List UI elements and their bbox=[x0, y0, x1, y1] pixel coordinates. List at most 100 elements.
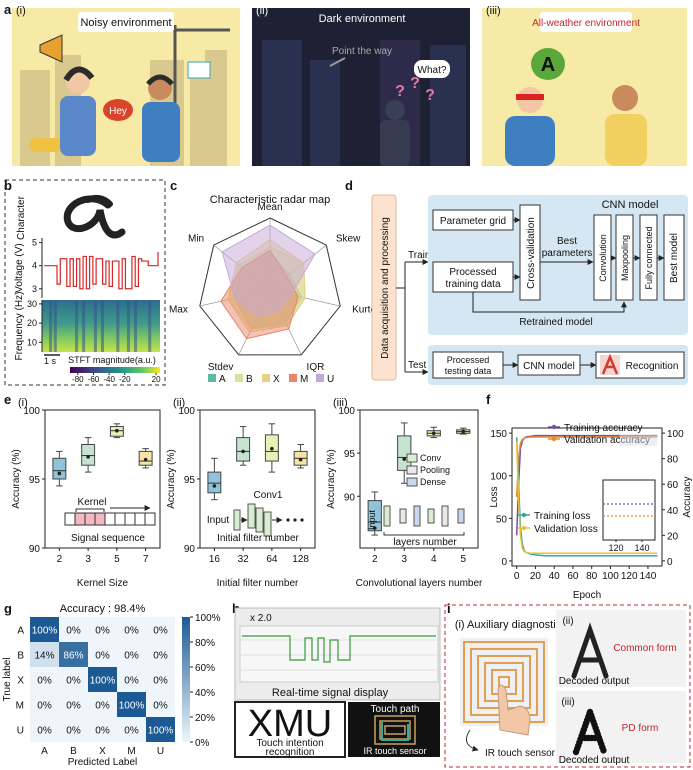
x-tick-label: A bbox=[41, 746, 48, 757]
cell bbox=[88, 667, 117, 692]
cell-label: 86% bbox=[63, 651, 83, 662]
y2-tick-label: 80 bbox=[667, 455, 679, 466]
hair bbox=[63, 66, 95, 82]
panel-label: g bbox=[4, 601, 12, 616]
colorbar bbox=[182, 617, 190, 742]
mean bbox=[270, 446, 274, 451]
cell-label: 0% bbox=[124, 651, 139, 662]
cell bbox=[117, 717, 146, 742]
label: Best model bbox=[669, 233, 680, 283]
panel-label: i bbox=[447, 601, 451, 616]
x-tick-label: 60 bbox=[567, 571, 579, 582]
label: Point the way bbox=[332, 46, 392, 57]
label: Test bbox=[408, 360, 427, 371]
x-tick-label: 7 bbox=[143, 554, 149, 565]
axis-label: Skew bbox=[336, 233, 361, 244]
cell-label: 0% bbox=[95, 651, 110, 662]
cell-label: 0% bbox=[124, 726, 139, 737]
label: Frequency (Hz) bbox=[14, 292, 25, 361]
legend-label: X bbox=[273, 374, 280, 385]
x-tick-label: 2 bbox=[372, 554, 378, 565]
label: (ii) bbox=[173, 397, 185, 409]
icon-letter bbox=[601, 353, 619, 375]
body bbox=[380, 120, 410, 166]
x-tick-label: 3 bbox=[85, 554, 91, 565]
cell bbox=[134, 512, 146, 526]
frame bbox=[444, 604, 691, 768]
label: Input bbox=[207, 515, 229, 526]
voltage-trace bbox=[44, 251, 159, 290]
car bbox=[30, 138, 68, 152]
cell bbox=[88, 642, 117, 667]
label: layers number bbox=[393, 537, 457, 548]
label: XMU bbox=[248, 703, 332, 745]
pointer bbox=[329, 57, 346, 67]
glyph bbox=[63, 195, 126, 239]
layer bbox=[247, 503, 256, 529]
y-tick-label: 100 bbox=[178, 406, 195, 417]
label: Noisy environment bbox=[80, 17, 171, 29]
y-axis-label: Accuracy (%) bbox=[11, 449, 22, 508]
y-tick-label: A bbox=[17, 626, 24, 637]
label: Character bbox=[16, 195, 27, 240]
cell bbox=[30, 667, 59, 692]
layer bbox=[255, 507, 264, 533]
y-tick-label: 4 bbox=[32, 261, 37, 271]
cell-label: 0% bbox=[95, 626, 110, 637]
cell-label: 0% bbox=[66, 626, 81, 637]
cell bbox=[74, 512, 86, 526]
label: Common form bbox=[613, 643, 676, 654]
cell bbox=[117, 667, 146, 692]
mean bbox=[372, 526, 377, 530]
cell-label: 0% bbox=[37, 726, 52, 737]
cell-label: 0% bbox=[37, 701, 52, 712]
mean bbox=[115, 428, 119, 433]
frame bbox=[4, 179, 166, 386]
label: Dark environment bbox=[319, 13, 406, 25]
y-tick-label: B bbox=[17, 651, 24, 662]
label: Voltage (V) bbox=[14, 243, 25, 292]
panel-box bbox=[234, 701, 346, 758]
label: What? bbox=[418, 65, 447, 76]
cell-label: 0% bbox=[95, 726, 110, 737]
label: Best bbox=[557, 236, 577, 247]
label: Recognition bbox=[626, 361, 679, 372]
y-tick-label: X bbox=[17, 676, 24, 687]
label: Data acquisition and processing bbox=[380, 217, 391, 359]
colorbar-tick-label: -20 bbox=[119, 375, 131, 384]
legend-swatch bbox=[208, 374, 216, 382]
label: CNN model bbox=[523, 361, 575, 372]
y-axis-label: True label bbox=[2, 657, 13, 701]
x-tick-label: U bbox=[157, 746, 164, 757]
label: Processed bbox=[449, 267, 496, 278]
label: Kernel bbox=[78, 497, 107, 508]
body bbox=[60, 96, 96, 156]
line bbox=[515, 437, 658, 557]
legend-swatch bbox=[406, 465, 418, 475]
cell bbox=[59, 692, 88, 717]
hand bbox=[497, 684, 531, 736]
label: Decoded output bbox=[559, 755, 630, 766]
label: (iii) bbox=[333, 397, 348, 409]
cell bbox=[59, 642, 88, 667]
label: testing data bbox=[445, 366, 492, 376]
x-axis-label: Predicted Label bbox=[68, 757, 138, 768]
cell bbox=[59, 667, 88, 692]
x-tick-label: 80 bbox=[586, 571, 598, 582]
megaphone bbox=[39, 34, 63, 63]
flow bbox=[472, 292, 627, 313]
box bbox=[397, 435, 412, 471]
colorbar bbox=[70, 367, 160, 373]
panel-label: c bbox=[170, 178, 177, 193]
y-axis-label: Accuracy (%) bbox=[326, 449, 337, 508]
cell-label: 0% bbox=[153, 651, 168, 662]
y-tick-label: 100 bbox=[338, 406, 355, 417]
x-tick-label: 3 bbox=[401, 554, 407, 565]
box bbox=[81, 444, 96, 466]
x-tick-label: 4 bbox=[431, 554, 437, 565]
label: (iii) bbox=[486, 5, 501, 17]
legend-label: B bbox=[246, 374, 253, 385]
colorbar-tick-label: 0% bbox=[195, 738, 210, 749]
legend-label: U bbox=[327, 374, 334, 385]
